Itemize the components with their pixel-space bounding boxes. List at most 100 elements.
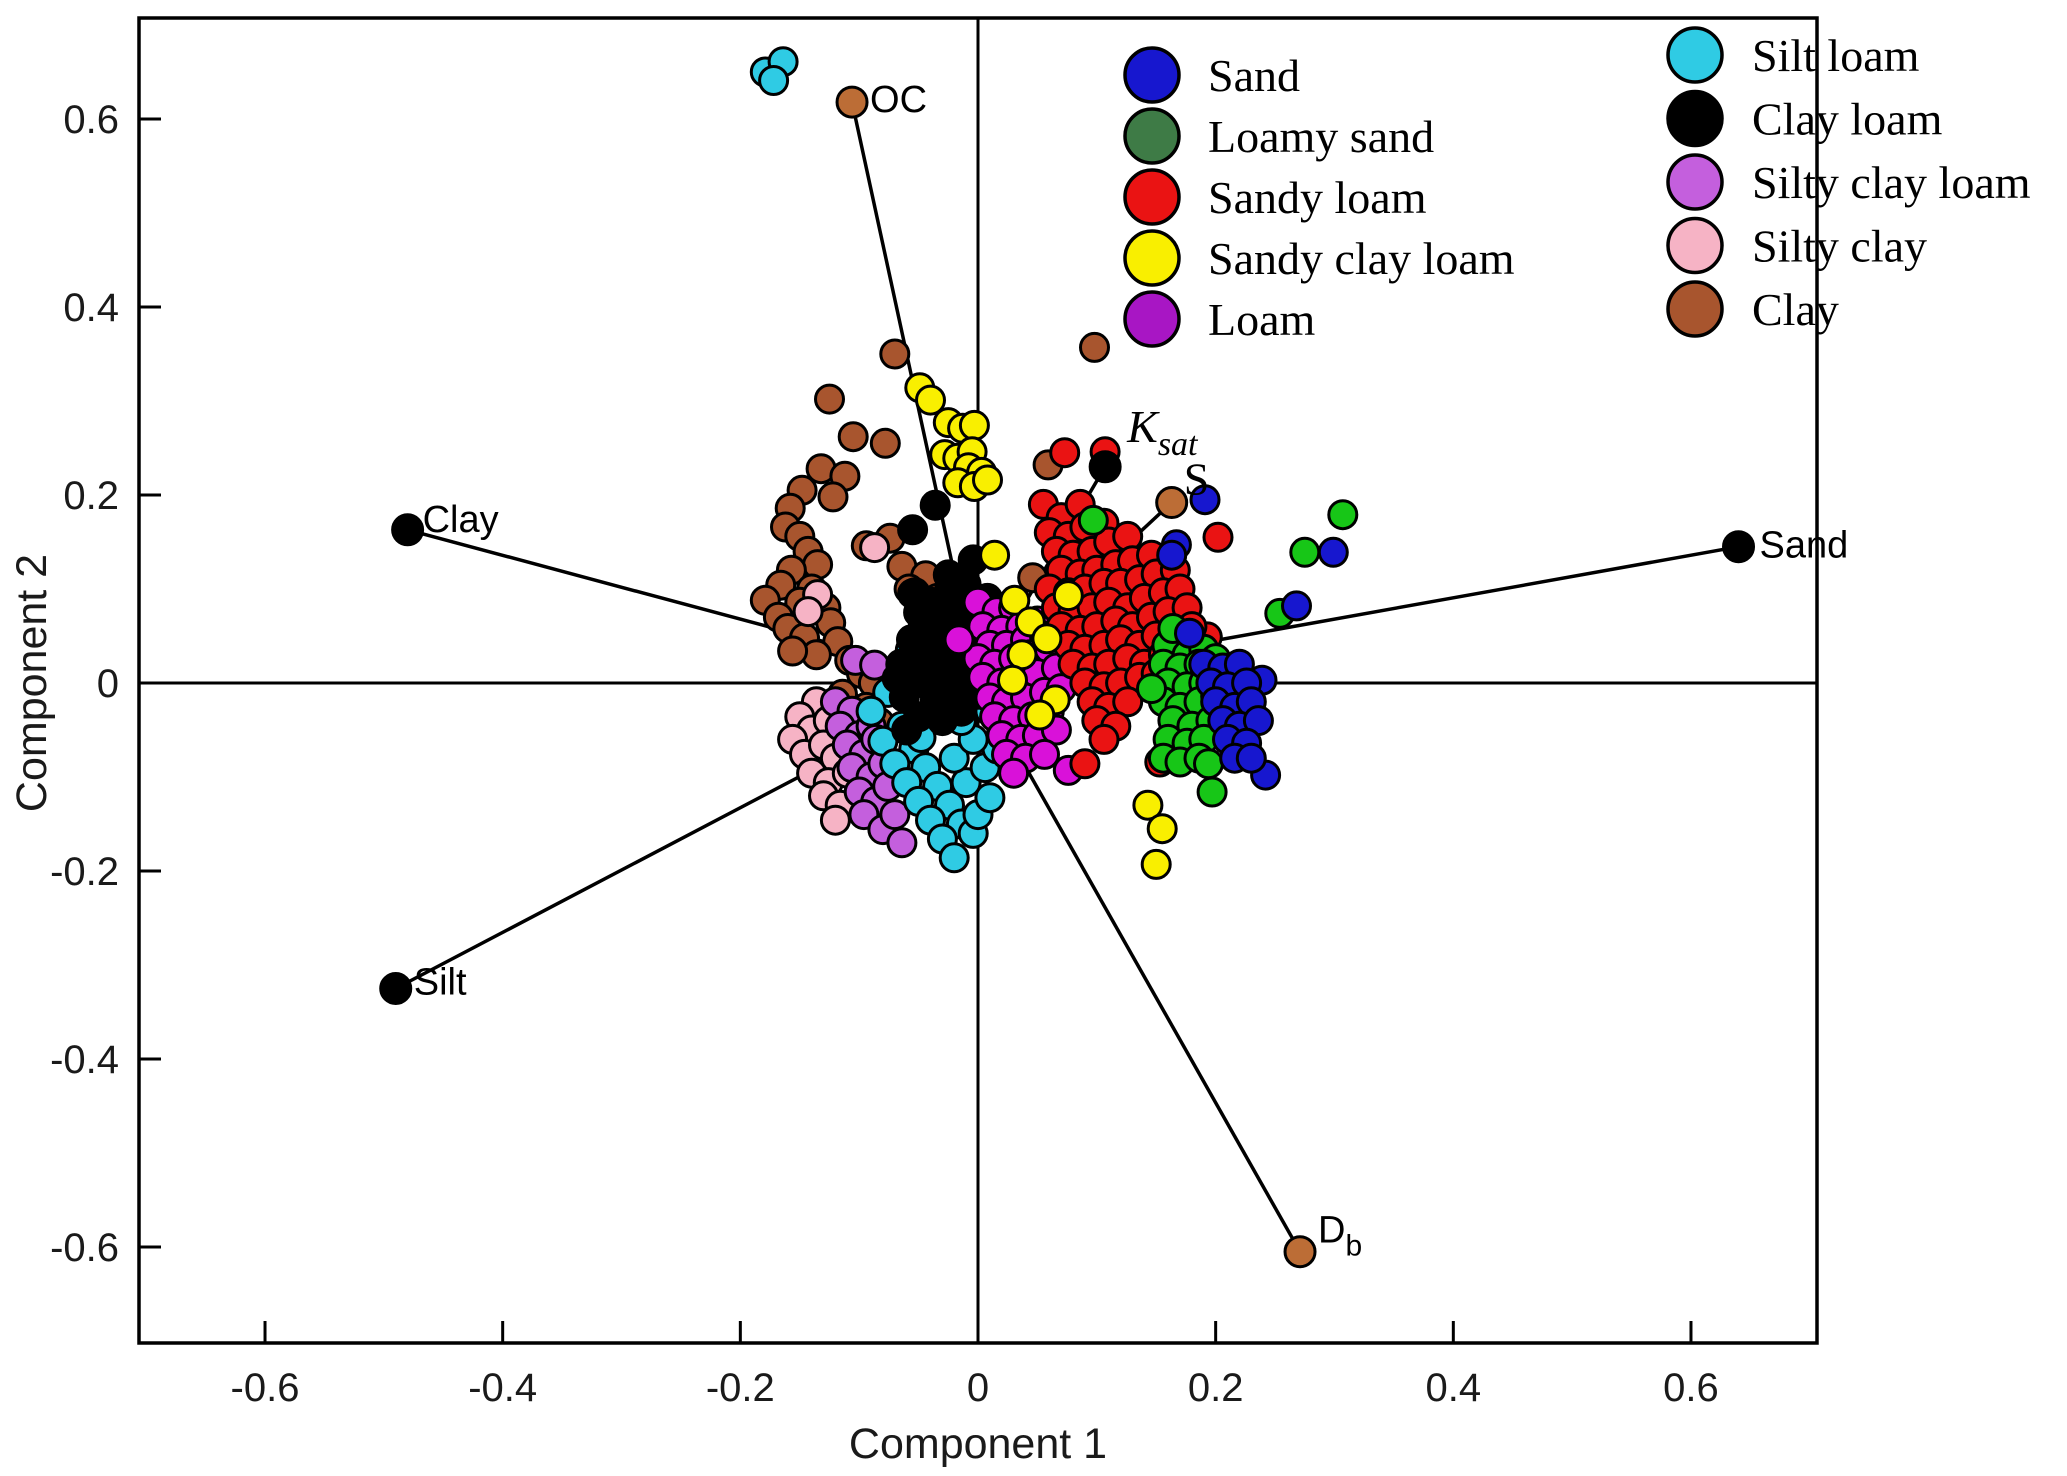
vector-endpoint-s bbox=[1155, 486, 1189, 520]
legend-label-loam: Loam bbox=[1208, 294, 1316, 345]
scatter-point-clay bbox=[837, 421, 869, 453]
x-tick-label: 0.4 bbox=[1426, 1366, 1482, 1410]
scatter-point-silty-clay-loam bbox=[886, 827, 918, 859]
scatter-point-silt-loam bbox=[938, 842, 970, 874]
scatter-point-sandy-clay-loam bbox=[1146, 813, 1178, 845]
legend-label-sand: Sand bbox=[1208, 50, 1300, 101]
scatter-point-clay-loam bbox=[945, 695, 977, 727]
scatter-point-sand bbox=[1156, 539, 1188, 571]
x-tick-label: -0.4 bbox=[468, 1366, 537, 1410]
scatter-point-clay bbox=[1079, 331, 1110, 363]
scatter-point-sandy-loam bbox=[1069, 748, 1101, 780]
scatter-point-sand bbox=[1235, 742, 1267, 774]
legend-label-sandy-clay-loam: Sandy clay loam bbox=[1208, 233, 1515, 284]
vector-label-clay: Clay bbox=[423, 499, 499, 541]
scatter-point-loam bbox=[943, 624, 975, 656]
scatter-point-silt-loam bbox=[974, 782, 1006, 814]
legend-label-sandy-loam: Sandy loam bbox=[1208, 172, 1427, 223]
scatter-point-clay bbox=[879, 338, 911, 370]
legend-swatch-clay bbox=[1666, 280, 1724, 338]
vector-label-s: S bbox=[1184, 454, 1210, 505]
scatter-point-sandy-clay-loam bbox=[997, 664, 1028, 696]
scatter-point-loamy-sand bbox=[1193, 748, 1224, 780]
y-tick-label: 0.4 bbox=[63, 286, 119, 330]
legend-swatch-clay-loam bbox=[1666, 89, 1724, 148]
scatter-point-clay-loam bbox=[885, 648, 917, 680]
legend-swatch-silty-clay bbox=[1666, 216, 1724, 275]
y-tick-label: -0.4 bbox=[50, 1038, 119, 1082]
scatter-point-sandy-loam bbox=[1049, 437, 1081, 469]
scatter-point-sandy-clay-loam bbox=[1024, 699, 1056, 731]
x-tick-label: 0 bbox=[967, 1366, 989, 1410]
scatter-point-sand bbox=[1281, 590, 1312, 622]
scatter-point-silt-loam bbox=[855, 695, 887, 727]
scatter-point-sandy-clay-loam bbox=[1006, 639, 1038, 671]
scatter-point-sandy-loam bbox=[1112, 686, 1144, 718]
vector-label-db: Db bbox=[1318, 1210, 1362, 1263]
scatter-point-loam bbox=[1029, 738, 1060, 770]
y-tick-label: 0.6 bbox=[63, 98, 119, 142]
scatter-point-loam bbox=[998, 757, 1030, 789]
scatter-point-sandy-clay-loam bbox=[915, 384, 946, 416]
scatter-point-sandy-clay-loam bbox=[958, 409, 990, 441]
vector-label-silt: Silt bbox=[414, 962, 467, 1004]
legend-label-clay-loam: Clay loam bbox=[1752, 94, 1943, 145]
vector-label-ksat: Ksat bbox=[1126, 401, 1199, 463]
legend-label-silty-clay: Silty clay bbox=[1752, 221, 1927, 272]
scatter-point-sand bbox=[1189, 484, 1221, 516]
scatter-point-sand bbox=[1317, 536, 1349, 568]
legend-swatch-silty-clay-loam bbox=[1666, 153, 1724, 211]
scatter-point-silty-clay bbox=[859, 532, 891, 564]
scatter-point-clay-loam bbox=[897, 514, 929, 546]
scatter-point-sandy-clay-loam bbox=[972, 464, 1003, 496]
vector-label-sand: Sand bbox=[1760, 525, 1849, 567]
legend-label-clay: Clay bbox=[1752, 284, 1839, 335]
x-tick-label: -0.2 bbox=[706, 1366, 775, 1410]
scatter-point-silty-clay bbox=[792, 596, 824, 628]
vector-endpoint-sand bbox=[1722, 530, 1756, 564]
scatter-point-loamy-sand bbox=[1289, 536, 1321, 568]
legend-swatch-loam bbox=[1123, 290, 1181, 348]
scatter-point-sandy-loam bbox=[1088, 723, 1120, 755]
x-axis-title: Component 1 bbox=[849, 1420, 1107, 1468]
vector-endpoint-silt bbox=[379, 972, 413, 1005]
legend-label-silt-loam: Silt loam bbox=[1752, 30, 1920, 81]
legend-swatch-sandy-clay-loam bbox=[1123, 229, 1181, 287]
y-tick-label: -0.2 bbox=[50, 850, 119, 894]
y-tick-label: 0 bbox=[97, 662, 119, 706]
y-tick-label: 0.2 bbox=[63, 474, 119, 518]
scatter-point-sandy-clay-loam bbox=[1132, 789, 1164, 821]
scatter-point-clay-loam bbox=[919, 489, 951, 521]
vector-endpoint-clay bbox=[391, 513, 425, 547]
scatter-point-clay bbox=[814, 383, 845, 415]
vector-endpoint-oc bbox=[835, 85, 869, 119]
legend-swatch-silt-loam bbox=[1666, 26, 1724, 84]
legend-label-loamy-sand: Loamy sand bbox=[1208, 111, 1434, 162]
x-tick-label: 0.6 bbox=[1663, 1366, 1719, 1410]
scatter-point-sandy-clay-loam bbox=[999, 584, 1031, 616]
scatter-point-loamy-sand bbox=[1327, 499, 1359, 531]
vector-endpoint-ksat bbox=[1088, 450, 1122, 484]
scatter-point-clay bbox=[869, 427, 901, 459]
scatter-point-silt-loam bbox=[758, 65, 790, 96]
scatter-point-loamy-sand bbox=[1077, 504, 1109, 536]
scatter-point-clay bbox=[817, 481, 849, 513]
scatter-point-sandy-clay-loam bbox=[979, 539, 1011, 571]
scatter-point-sandy-loam bbox=[1202, 521, 1234, 553]
scatter-point-silty-clay bbox=[819, 804, 851, 836]
x-tick-label: -0.6 bbox=[231, 1366, 300, 1410]
scatter-point-clay-loam bbox=[891, 714, 923, 746]
scatter-point-silty-clay-loam bbox=[879, 799, 911, 831]
scatter-point-loamy-sand bbox=[1136, 673, 1167, 705]
vector-label-oc: OC bbox=[870, 79, 927, 121]
legend-swatch-sand bbox=[1123, 46, 1181, 104]
legend-swatch-sandy-loam bbox=[1123, 168, 1181, 226]
y-tick-label: -0.6 bbox=[50, 1226, 119, 1270]
scatter-point-sandy-clay-loam bbox=[1052, 580, 1084, 612]
scatter-point-sand bbox=[1174, 617, 1205, 649]
scatter-point-loamy-sand bbox=[1196, 776, 1228, 808]
scatter-point-sandy-clay-loam bbox=[1031, 623, 1063, 655]
legend-swatch-loamy-sand bbox=[1123, 107, 1181, 165]
